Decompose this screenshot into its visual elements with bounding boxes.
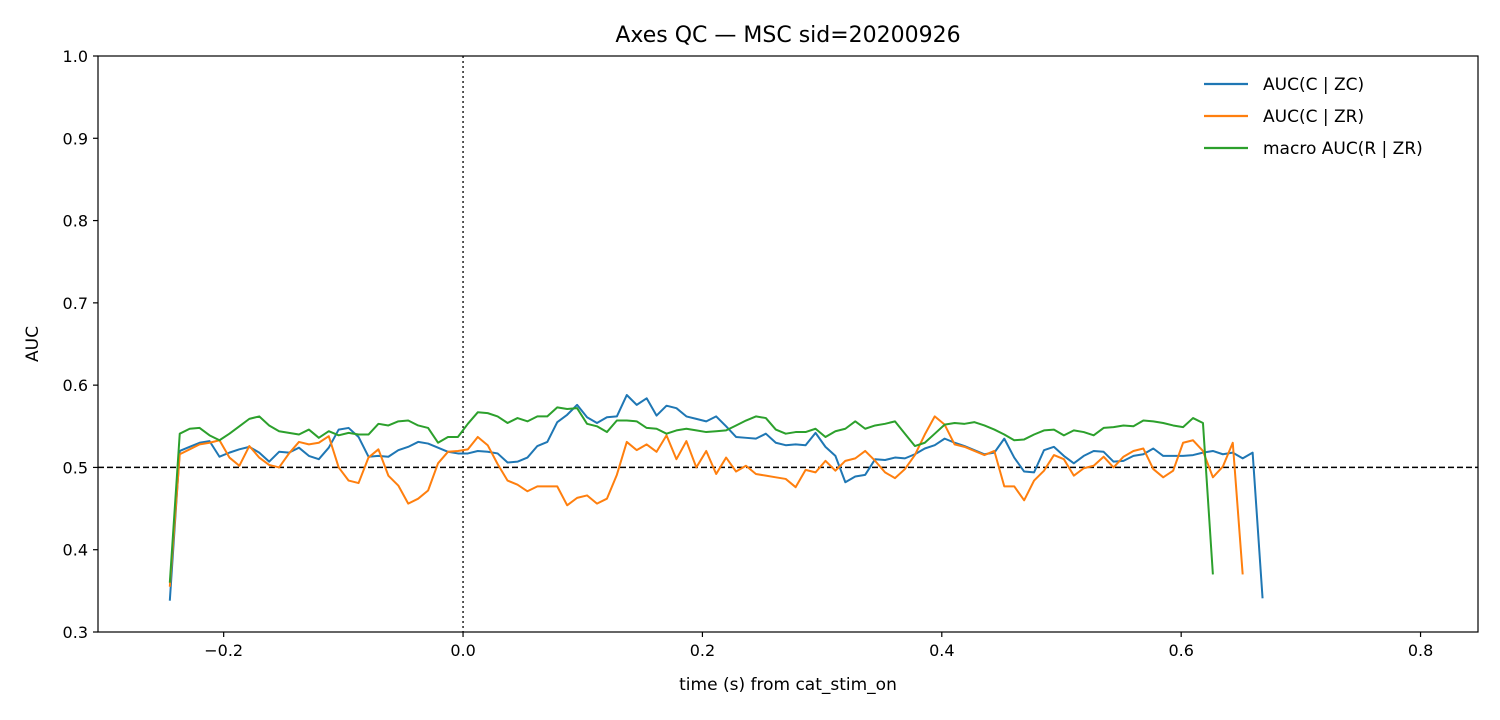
chart-title: Axes QC — MSC sid=20200926 <box>615 23 960 48</box>
y-axis-label: AUC <box>23 326 43 362</box>
series-line-0 <box>168 394 1264 601</box>
y-tick-label: 0.8 <box>63 212 88 231</box>
x-tick-label: 0.6 <box>1168 641 1193 660</box>
y-tick-label: 0.7 <box>63 294 88 313</box>
y-tick-label: 0.5 <box>63 458 88 477</box>
legend-label: AUC(C | ZR) <box>1263 107 1364 127</box>
x-tick-label: 0.8 <box>1408 641 1433 660</box>
legend-label: AUC(C | ZC) <box>1263 75 1364 95</box>
y-tick-label: 0.9 <box>63 129 88 148</box>
y-tick-label: 0.3 <box>63 623 88 642</box>
series-line-1 <box>168 415 1244 587</box>
legend-label: macro AUC(R | ZR) <box>1263 139 1423 159</box>
y-tick-label: 0.6 <box>63 376 88 395</box>
plot-content <box>98 56 1478 632</box>
y-tick-label: 0.4 <box>63 541 88 560</box>
plot-frame <box>97 55 1479 633</box>
plot-area <box>98 56 1478 632</box>
x-tick-label: −0.2 <box>204 641 243 660</box>
x-tick-label: 0.0 <box>450 641 475 660</box>
legend: AUC(C | ZC) AUC(C | ZR) macro AUC(R | ZR) <box>1204 75 1423 159</box>
x-tick-label: 0.4 <box>929 641 954 660</box>
y-tick-label: 1.0 <box>63 47 88 66</box>
axes: −0.2 0.0 0.2 0.4 0.6 0.8 0.3 0.4 0.5 0.6 0.7 0.8 0.9… <box>63 47 1479 660</box>
x-tick-label: 0.2 <box>690 641 715 660</box>
series-line-2 <box>168 406 1214 583</box>
x-axis-label: time (s) from cat_stim_on <box>679 675 897 695</box>
